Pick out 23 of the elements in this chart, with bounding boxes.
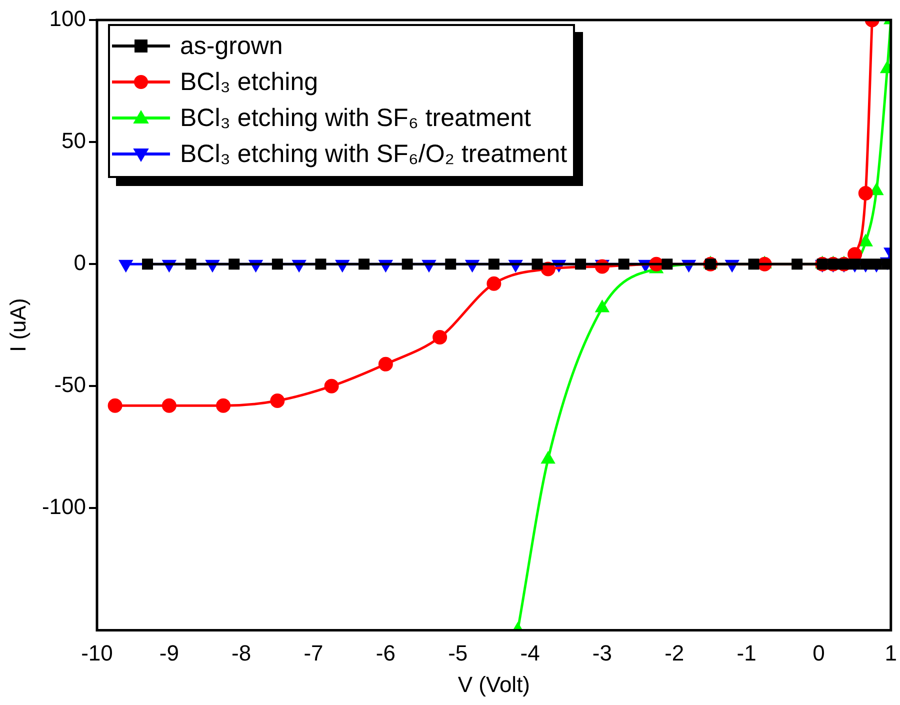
- x-tick-label: -1: [736, 640, 756, 666]
- x-tick-label: -7: [304, 640, 324, 666]
- x-tick-label: 0: [812, 640, 825, 666]
- x-tick-label: -6: [376, 640, 396, 666]
- x-tick-label: -10: [81, 640, 113, 666]
- legend-label: BCl₃ etching: [180, 68, 318, 96]
- legend-label: as-grown: [180, 32, 283, 60]
- legend-label: BCl₃ etching with SF₆ treatment: [180, 104, 531, 132]
- x-tick-label: -3: [592, 640, 612, 666]
- x-axis-title: V (Volt): [458, 672, 530, 697]
- y-tick-label: -50: [54, 372, 86, 398]
- x-tick-label: -9: [159, 640, 179, 666]
- y-tick-label: 50: [62, 128, 86, 154]
- y-axis-title: I (uA): [5, 298, 30, 352]
- x-tick-label: 1: [884, 640, 898, 666]
- y-tick-label: 100: [49, 6, 86, 32]
- x-tick-label: -2: [664, 640, 684, 666]
- y-tick-label: 0: [74, 250, 86, 276]
- x-tick-label: -8: [232, 640, 252, 666]
- x-tick-label: -4: [520, 640, 540, 666]
- legend-label: BCl₃ etching with SF₆/O₂ treatment: [180, 140, 568, 168]
- x-tick-label: -5: [448, 640, 468, 666]
- y-tick-label: -100: [42, 494, 86, 520]
